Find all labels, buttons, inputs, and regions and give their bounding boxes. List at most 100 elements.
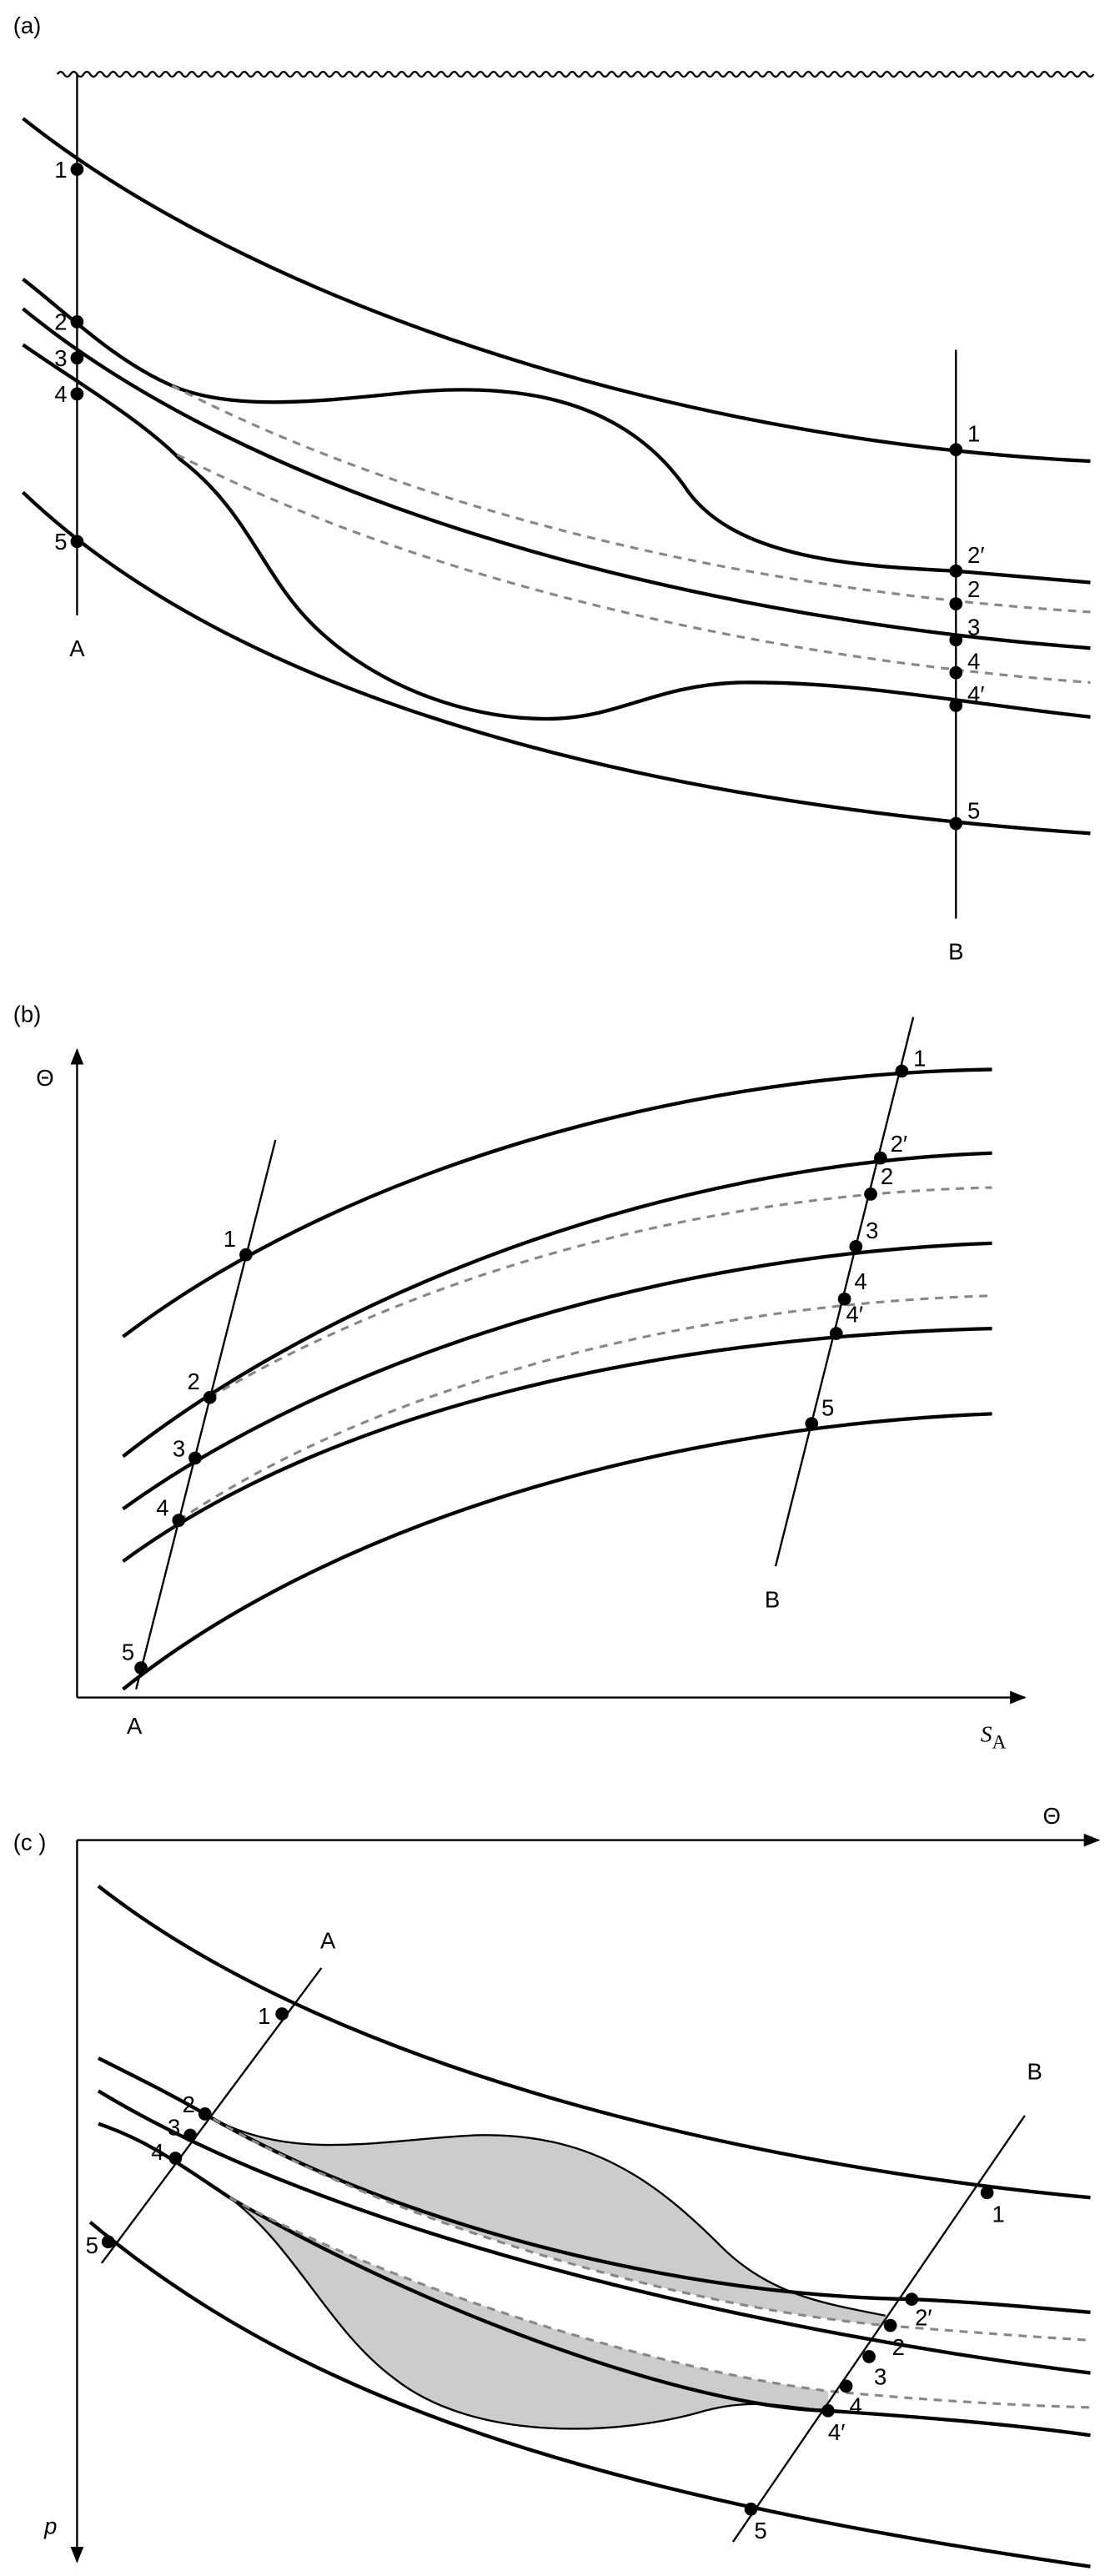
isopycnal — [122, 1241, 992, 1511]
point-label: 2′ — [967, 542, 984, 568]
point — [183, 2128, 197, 2142]
y-axis-label: Θ — [36, 1065, 53, 1091]
panel-label: (b) — [13, 1001, 42, 1027]
point — [275, 2007, 289, 2021]
point-label: 5 — [86, 2232, 98, 2258]
point-label: 4′ — [828, 2419, 845, 2445]
profile-a — [100, 1967, 323, 2264]
point — [949, 816, 963, 831]
profile-label: A — [127, 1713, 143, 1739]
isopycnal-dashed — [171, 384, 1091, 614]
point-label: 5 — [821, 1394, 834, 1420]
point — [70, 535, 84, 549]
isopycnal — [97, 1884, 1091, 2200]
point — [239, 1248, 253, 1262]
point-label: 5 — [54, 529, 67, 555]
isopycnal — [122, 1412, 992, 1691]
point-label: 4 — [854, 1268, 866, 1294]
isopycnal — [88, 2221, 1091, 2568]
profile-label: B — [765, 1586, 780, 1612]
point-label: 3 — [54, 345, 67, 371]
shaded-region — [229, 2197, 828, 2429]
point — [70, 163, 84, 176]
isopycnal — [22, 490, 1091, 836]
point-label: 4 — [967, 649, 980, 675]
sea-surface — [56, 70, 1095, 78]
point — [203, 1390, 217, 1404]
point — [70, 315, 84, 329]
isopycnal — [122, 1326, 992, 1564]
point-label: 4′ — [846, 1301, 863, 1327]
point-label: 2 — [967, 576, 980, 602]
point-label: 5 — [967, 798, 980, 824]
point-label: 1 — [258, 2003, 270, 2029]
isopycnal — [97, 2089, 1091, 2375]
isopycnal-dashed — [178, 1294, 992, 1522]
point — [198, 2107, 212, 2121]
point — [949, 443, 963, 457]
isopycnal — [98, 2056, 1091, 2314]
point — [849, 1239, 863, 1253]
point — [839, 2379, 853, 2393]
point-label: 3 — [874, 2363, 886, 2389]
point — [883, 2318, 897, 2332]
outline — [229, 2197, 829, 2430]
point — [188, 1451, 202, 1465]
profile-b — [731, 2115, 1026, 2543]
point-label: 4 — [156, 1494, 168, 1520]
isopycnal-dashed — [176, 453, 1091, 685]
point-label: 1 — [992, 2202, 1005, 2227]
point — [101, 2235, 115, 2249]
point — [949, 564, 963, 578]
point — [168, 2152, 183, 2165]
point-label: 2′ — [915, 2305, 932, 2331]
point-label: 2 — [188, 1368, 200, 1394]
isopycnal-dashed — [212, 2117, 1091, 2342]
point — [949, 699, 963, 712]
point — [980, 2186, 994, 2200]
point-label: 3 — [168, 2114, 180, 2140]
point — [873, 1151, 887, 1165]
isopycnal — [22, 278, 1091, 585]
point-label: 4 — [54, 381, 67, 407]
profile-label: B — [1027, 2059, 1042, 2085]
point — [949, 665, 963, 680]
point-label: 4 — [849, 2393, 861, 2419]
point-label: 5 — [754, 2518, 766, 2543]
point — [821, 2403, 835, 2418]
isopycnal — [22, 343, 1091, 721]
panel-a: (a) A B — [13, 13, 1095, 965]
profile-a — [135, 1139, 277, 1690]
point-label: 4′ — [967, 681, 984, 707]
panel-label: (c ) — [13, 1829, 47, 1855]
point — [905, 2292, 919, 2306]
point — [70, 387, 84, 401]
point-label: 2 — [881, 1163, 893, 1189]
point-label: 2′ — [891, 1131, 907, 1157]
profile-label: A — [320, 1927, 336, 1953]
point — [134, 1661, 148, 1675]
isopycnal — [22, 117, 1091, 464]
profile-label: A — [69, 635, 85, 661]
panel-label: (a) — [13, 13, 42, 38]
point-label: 1 — [967, 420, 980, 446]
x-axis-label: Θ — [1042, 1803, 1060, 1829]
point — [805, 1417, 819, 1431]
point — [70, 351, 84, 365]
point-label: 1 — [54, 157, 67, 183]
point-label: 4 — [151, 2139, 163, 2165]
point-label: 5 — [122, 1639, 134, 1665]
point-label: 2 — [892, 2334, 905, 2360]
isopycnal-dashed — [229, 2196, 1091, 2409]
point — [895, 1064, 909, 1078]
point — [744, 2502, 758, 2516]
panel-c: (c ) Θ p A B — [13, 1803, 1101, 2568]
point-label: 3 — [173, 1435, 185, 1461]
point — [862, 2350, 876, 2363]
point — [864, 1188, 877, 1201]
isopycnal — [22, 307, 1091, 650]
profile-label: B — [948, 939, 963, 965]
shaded-region — [213, 2118, 886, 2326]
